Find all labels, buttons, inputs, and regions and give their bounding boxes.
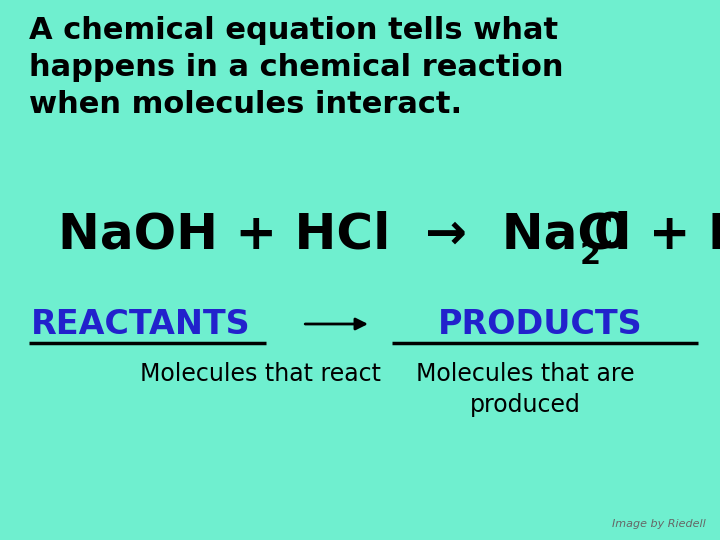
Text: 2: 2 [580,241,600,270]
Text: Molecules that are
produced: Molecules that are produced [416,362,635,417]
Text: 0: 0 [594,211,629,259]
Text: A chemical equation tells what
happens in a chemical reaction
when molecules int: A chemical equation tells what happens i… [29,16,563,119]
Text: Image by Riedell: Image by Riedell [612,519,706,529]
Text: PRODUCTS: PRODUCTS [438,307,642,341]
Text: REACTANTS: REACTANTS [30,307,251,341]
Text: Molecules that react: Molecules that react [140,362,382,386]
Text: NaOH + HCl  →  NaCl + H: NaOH + HCl → NaCl + H [58,211,720,259]
